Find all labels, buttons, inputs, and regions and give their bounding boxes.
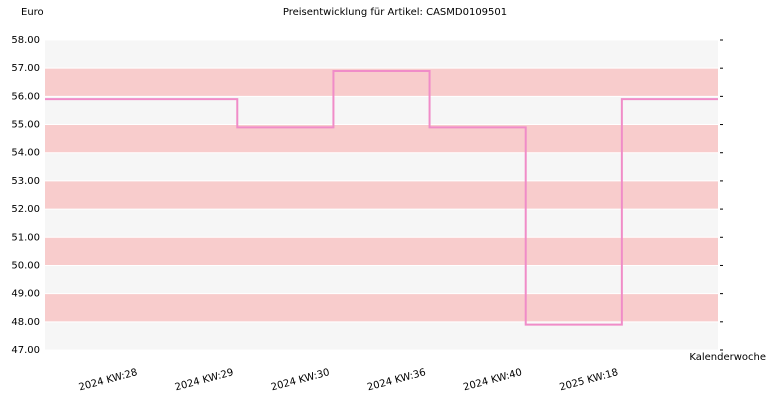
background-band [45, 180, 718, 210]
background-band [45, 237, 718, 266]
background-band [45, 124, 718, 153]
y-tick-label: 53.00 [11, 176, 40, 187]
y-tick-label: 56.00 [11, 91, 40, 102]
y-tick-label: 54.00 [11, 148, 40, 159]
background-band [45, 96, 718, 125]
y-tick-label: 55.00 [11, 120, 40, 131]
x-tick-label: 2024 KW:36 [366, 367, 427, 393]
background-band [45, 293, 718, 322]
y-tick-label: 47.00 [11, 345, 40, 356]
x-tick-label: 2025 KW:18 [558, 367, 619, 393]
y-tick-label: 50.00 [11, 260, 40, 271]
x-axis-label: Kalenderwoche [689, 352, 766, 363]
background-band [45, 265, 718, 294]
background-band [45, 152, 718, 181]
background-band [45, 40, 718, 69]
background-band [45, 321, 718, 350]
x-tick-label: 2024 KW:40 [462, 367, 523, 393]
chart-title: Preisentwicklung für Artikel: CASMD01095… [283, 7, 507, 18]
x-tick-label: 2024 KW:28 [78, 367, 139, 393]
y-tick-label: 57.00 [11, 63, 40, 74]
y-tick-label: 51.00 [11, 232, 40, 243]
y-tick-label: 48.00 [11, 317, 40, 328]
x-tick-label: 2024 KW:30 [270, 367, 331, 393]
background-band [45, 68, 718, 97]
y-tick-label: 52.00 [11, 204, 40, 215]
x-tick-label: 2024 KW:29 [174, 367, 235, 393]
background-band [45, 209, 718, 238]
y-tick-label: 49.00 [11, 289, 40, 300]
price-line [45, 70, 718, 326]
y-axis-label: Euro [21, 7, 44, 18]
y-tick-label: 58.00 [11, 35, 40, 46]
